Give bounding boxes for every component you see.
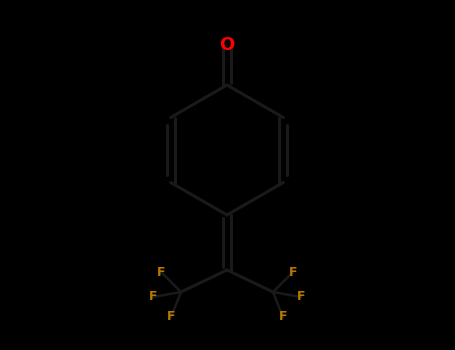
Text: F: F	[157, 266, 165, 279]
Text: O: O	[219, 36, 235, 54]
Text: F: F	[149, 290, 157, 303]
Text: F: F	[289, 266, 297, 279]
Text: F: F	[167, 310, 175, 323]
Text: F: F	[279, 310, 287, 323]
Text: F: F	[297, 290, 305, 303]
